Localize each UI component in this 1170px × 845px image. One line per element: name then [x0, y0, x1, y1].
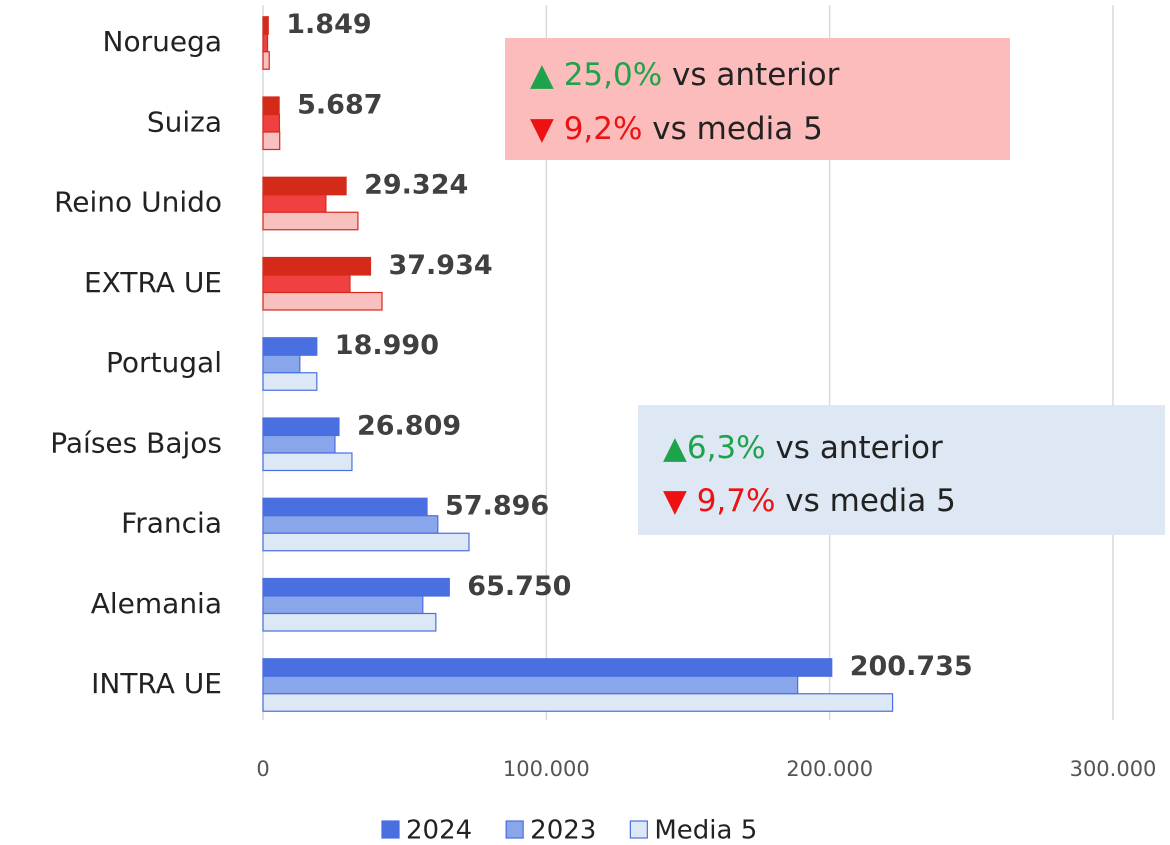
bar: [262, 675, 799, 695]
data-label: 18.990: [335, 330, 439, 361]
bar: [262, 256, 372, 276]
annotation-text: ▲6,3% vs anterior: [663, 430, 943, 466]
bar: [262, 51, 270, 70]
category-label: Noruega: [103, 25, 223, 58]
x-tick-label: 200.000: [786, 757, 873, 781]
bar: [262, 194, 327, 213]
bar: [262, 497, 428, 517]
annotation-part: vs anterior: [766, 430, 943, 466]
bar: [262, 658, 833, 677]
bar: [262, 131, 281, 151]
bar: [262, 515, 439, 534]
bar: [262, 274, 351, 294]
annotation-part: ▲ 25,0%: [530, 57, 662, 93]
annotation-box: [505, 38, 1010, 160]
bar: [262, 452, 353, 472]
bar: [262, 337, 318, 356]
legend-label: 2023: [530, 816, 596, 845]
bar: [262, 291, 383, 311]
category-label: Francia: [121, 507, 222, 540]
bar: [262, 113, 281, 133]
bar: [262, 577, 450, 597]
x-tick-label: 100.000: [503, 757, 590, 781]
annotation-part: ▲6,3%: [663, 430, 766, 466]
annotation-box: [638, 405, 1165, 535]
bar: [262, 16, 269, 35]
data-label: 200.735: [850, 651, 973, 682]
data-label: 26.809: [357, 410, 461, 441]
annotation-part: vs media 5: [642, 111, 822, 147]
category-label: Reino Unido: [54, 186, 222, 219]
bar: [262, 532, 470, 552]
x-tick-label: 300.000: [1070, 757, 1157, 781]
legend-label: Media 5: [654, 816, 757, 845]
legend-label: 2024: [406, 816, 472, 845]
legend-swatch: [629, 820, 648, 839]
annotation-part: vs anterior: [662, 57, 839, 93]
category-label: Alemania: [91, 587, 222, 620]
annotation-part: ▼ 9,7%: [663, 483, 775, 519]
category-label: Países Bajos: [50, 426, 222, 459]
bar: [262, 211, 359, 231]
bar: [262, 693, 894, 712]
data-label: 29.324: [364, 170, 468, 201]
legend-swatch: [505, 820, 524, 839]
bar: [262, 595, 424, 615]
bar: [262, 612, 437, 632]
bar: [262, 354, 301, 374]
data-label: 37.934: [388, 250, 492, 281]
annotation-part: ▼ 9,2%: [530, 111, 642, 147]
bar: [262, 33, 269, 53]
bar: [262, 96, 280, 116]
category-label: INTRA UE: [91, 667, 222, 700]
annotation-text: ▲ 25,0% vs anterior: [530, 57, 840, 93]
bar: [262, 176, 347, 196]
legend-swatch: [381, 820, 400, 839]
annotation-part: vs media 5: [775, 483, 955, 519]
bar: [262, 372, 318, 391]
x-tick-label: 0: [256, 757, 269, 781]
data-label: 57.896: [445, 491, 549, 522]
data-label: 5.687: [297, 89, 382, 120]
data-label: 1.849: [286, 9, 371, 40]
data-label: 65.750: [467, 571, 571, 602]
category-label: Suiza: [147, 105, 222, 138]
annotation-text: ▼ 9,7% vs media 5: [663, 483, 956, 519]
bar: [262, 417, 340, 437]
category-label: EXTRA UE: [84, 266, 222, 299]
category-label: Portugal: [106, 346, 222, 379]
annotation-text: ▼ 9,2% vs media 5: [530, 111, 823, 147]
bar: [262, 434, 336, 454]
